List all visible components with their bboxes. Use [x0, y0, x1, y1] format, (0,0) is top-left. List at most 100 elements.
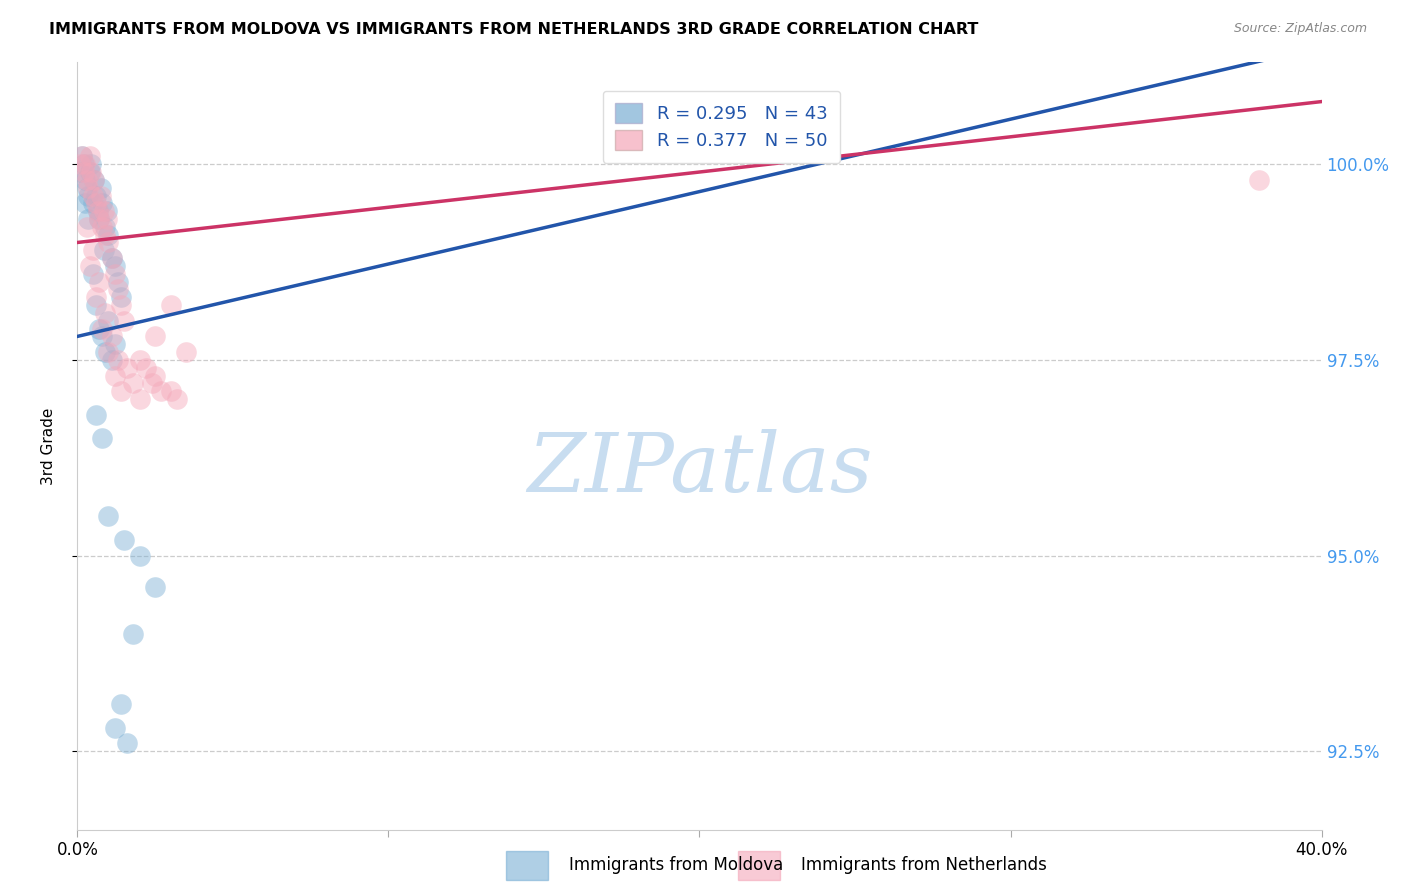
Point: [94, 306, 117, 320]
Point: [110, 698, 132, 712]
Point: [87, 212, 110, 227]
Point: [110, 290, 132, 304]
Point: [87, 275, 110, 289]
Point: [77, 188, 100, 202]
Point: [115, 736, 138, 750]
Point: [122, 627, 145, 641]
Point: [104, 259, 127, 273]
Point: [77, 212, 100, 227]
Point: [82, 267, 104, 281]
Point: [100, 251, 122, 265]
Point: [84, 290, 107, 304]
Text: Immigrants from Netherlands: Immigrants from Netherlands: [801, 856, 1047, 874]
Point: [84, 408, 107, 422]
Point: [96, 212, 118, 227]
Point: [83, 173, 105, 187]
Point: [143, 368, 166, 383]
Point: [96, 204, 118, 219]
FancyBboxPatch shape: [738, 851, 780, 880]
Point: [84, 196, 107, 211]
Point: [159, 384, 181, 399]
Point: [75, 157, 97, 171]
Point: [97, 345, 120, 359]
Point: [150, 384, 173, 399]
Point: [110, 298, 132, 312]
Point: [83, 173, 105, 187]
Point: [104, 337, 127, 351]
Y-axis label: 3rd Grade: 3rd Grade: [42, 408, 56, 484]
Point: [72, 157, 94, 171]
Point: [100, 352, 122, 367]
Point: [97, 509, 120, 524]
Point: [76, 173, 98, 187]
Point: [80, 165, 103, 179]
Point: [97, 314, 120, 328]
Point: [75, 173, 97, 187]
Point: [69, 165, 91, 179]
Point: [86, 204, 108, 219]
Legend: R = 0.295   N = 43, R = 0.377   N = 50: R = 0.295 N = 43, R = 0.377 N = 50: [603, 91, 841, 163]
Point: [174, 345, 197, 359]
Point: [91, 196, 114, 211]
Point: [143, 329, 166, 343]
Point: [76, 219, 98, 234]
Point: [100, 329, 122, 343]
Point: [77, 180, 100, 194]
Point: [110, 384, 132, 399]
Point: [75, 196, 97, 211]
Point: [159, 298, 181, 312]
Point: [91, 431, 114, 445]
Point: [82, 244, 104, 258]
Point: [1249, 173, 1271, 187]
Point: [87, 321, 110, 335]
Point: [72, 165, 94, 179]
Point: [84, 188, 107, 202]
Point: [104, 267, 127, 281]
Point: [107, 352, 129, 367]
Point: [128, 392, 150, 406]
Text: IMMIGRANTS FROM MOLDOVA VS IMMIGRANTS FROM NETHERLANDS 3RD GRADE CORRELATION CHA: IMMIGRANTS FROM MOLDOVA VS IMMIGRANTS FR…: [49, 22, 979, 37]
Point: [76, 180, 98, 194]
Text: ZIPatlas: ZIPatlas: [527, 429, 872, 509]
Point: [84, 298, 107, 312]
Point: [141, 376, 163, 391]
Point: [128, 549, 150, 563]
Point: [87, 212, 110, 227]
FancyBboxPatch shape: [506, 851, 548, 880]
Point: [115, 360, 138, 375]
Text: Immigrants from Moldova: Immigrants from Moldova: [569, 856, 783, 874]
Point: [79, 165, 101, 179]
Point: [94, 345, 117, 359]
Point: [94, 219, 117, 234]
Point: [128, 352, 150, 367]
Point: [97, 235, 120, 250]
Point: [112, 314, 135, 328]
Point: [70, 149, 93, 163]
Point: [79, 259, 101, 273]
Point: [90, 180, 112, 194]
Point: [70, 149, 93, 163]
Point: [112, 533, 135, 547]
Point: [107, 282, 129, 296]
Text: Source: ZipAtlas.com: Source: ZipAtlas.com: [1233, 22, 1367, 36]
Point: [100, 251, 122, 265]
Point: [135, 360, 157, 375]
Point: [82, 188, 104, 202]
Point: [143, 580, 166, 594]
Point: [91, 321, 114, 335]
Point: [82, 196, 104, 211]
Point: [80, 157, 103, 171]
Point: [79, 149, 101, 163]
Point: [93, 204, 115, 219]
Point: [69, 157, 91, 171]
Point: [86, 204, 108, 219]
Point: [97, 227, 120, 242]
Point: [91, 329, 114, 343]
Point: [166, 392, 188, 406]
Point: [91, 219, 114, 234]
Point: [122, 376, 145, 391]
Point: [93, 244, 115, 258]
Point: [90, 188, 112, 202]
Point: [94, 227, 117, 242]
Point: [107, 275, 129, 289]
